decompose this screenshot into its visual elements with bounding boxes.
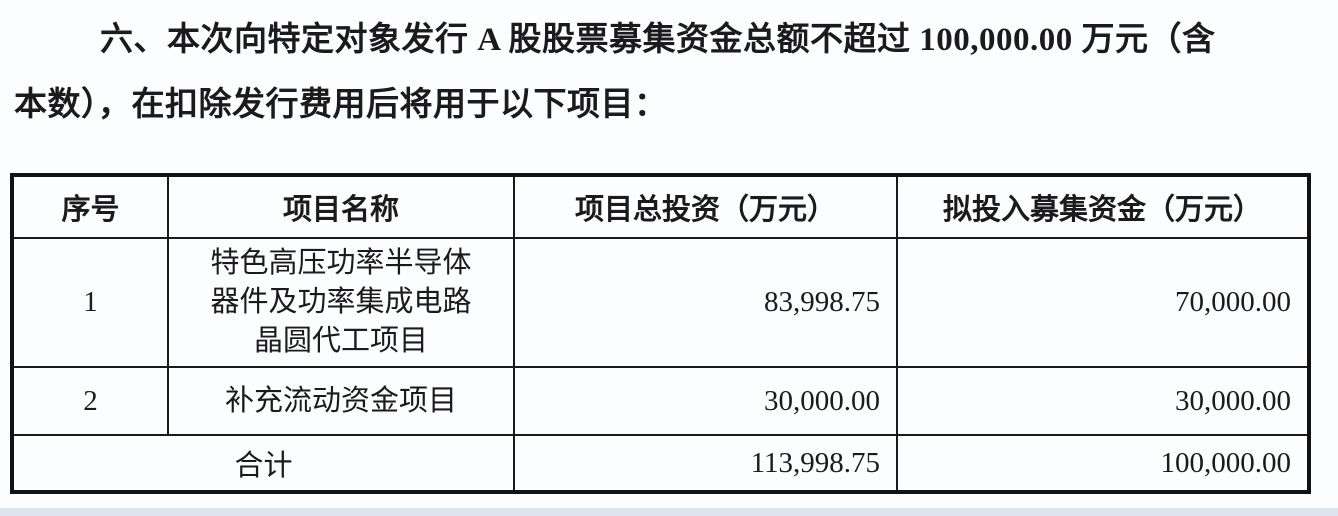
cell-total-investment: 30,000.00 [513, 366, 898, 436]
table-row: 1 特色高压功率半导体器件及功率集成电路晶圆代工项目 83,998.75 70,… [11, 237, 1310, 368]
project-name-text: 特色高压功率半导体器件及功率集成电路晶圆代工项目 [210, 247, 472, 357]
cell-project-name: 特色高压功率半导体器件及功率集成电路晶圆代工项目 [167, 237, 515, 368]
bottom-edge-strip [0, 508, 1338, 516]
column-header-total-investment: 项目总投资（万元） [513, 174, 898, 239]
cell-total-investment: 83,998.75 [513, 237, 898, 368]
intro-paragraph-line-2: 本数），在扣除发行费用后将用于以下项目： [14, 87, 668, 123]
column-header-project-name: 项目名称 [167, 174, 515, 239]
cell-total-investment-sum: 113,998.75 [513, 434, 898, 493]
column-header-raised-funds: 拟投入募集资金（万元） [896, 174, 1310, 239]
cell-total-label: 合计 [11, 434, 515, 493]
intro-paragraph-line-1: 六、本次向特定对象发行 A 股股票募集资金总额不超过 100,000.00 万元… [100, 22, 1216, 58]
table-total-row: 合计 113,998.75 100,000.00 [11, 434, 1310, 493]
cell-seq: 1 [11, 237, 169, 368]
project-name-text: 补充流动资金项目 [224, 384, 457, 417]
cell-seq: 2 [11, 366, 169, 436]
cell-raised-funds: 30,000.00 [896, 366, 1310, 436]
table-header-row: 序号 项目名称 项目总投资（万元） 拟投入募集资金（万元） [11, 174, 1310, 239]
cell-raised-funds-sum: 100,000.00 [896, 434, 1310, 493]
cell-raised-funds: 70,000.00 [896, 237, 1310, 368]
fundraising-projects-table: 序号 项目名称 项目总投资（万元） 拟投入募集资金（万元） 1 特色高压功率半导… [10, 173, 1311, 494]
cell-project-name: 补充流动资金项目 [167, 366, 515, 436]
table-row: 2 补充流动资金项目 30,000.00 30,000.00 [11, 366, 1310, 436]
intro-paragraph: 六、本次向特定对象发行 A 股股票募集资金总额不超过 100,000.00 万元… [14, 8, 1322, 138]
column-header-seq: 序号 [11, 174, 169, 239]
